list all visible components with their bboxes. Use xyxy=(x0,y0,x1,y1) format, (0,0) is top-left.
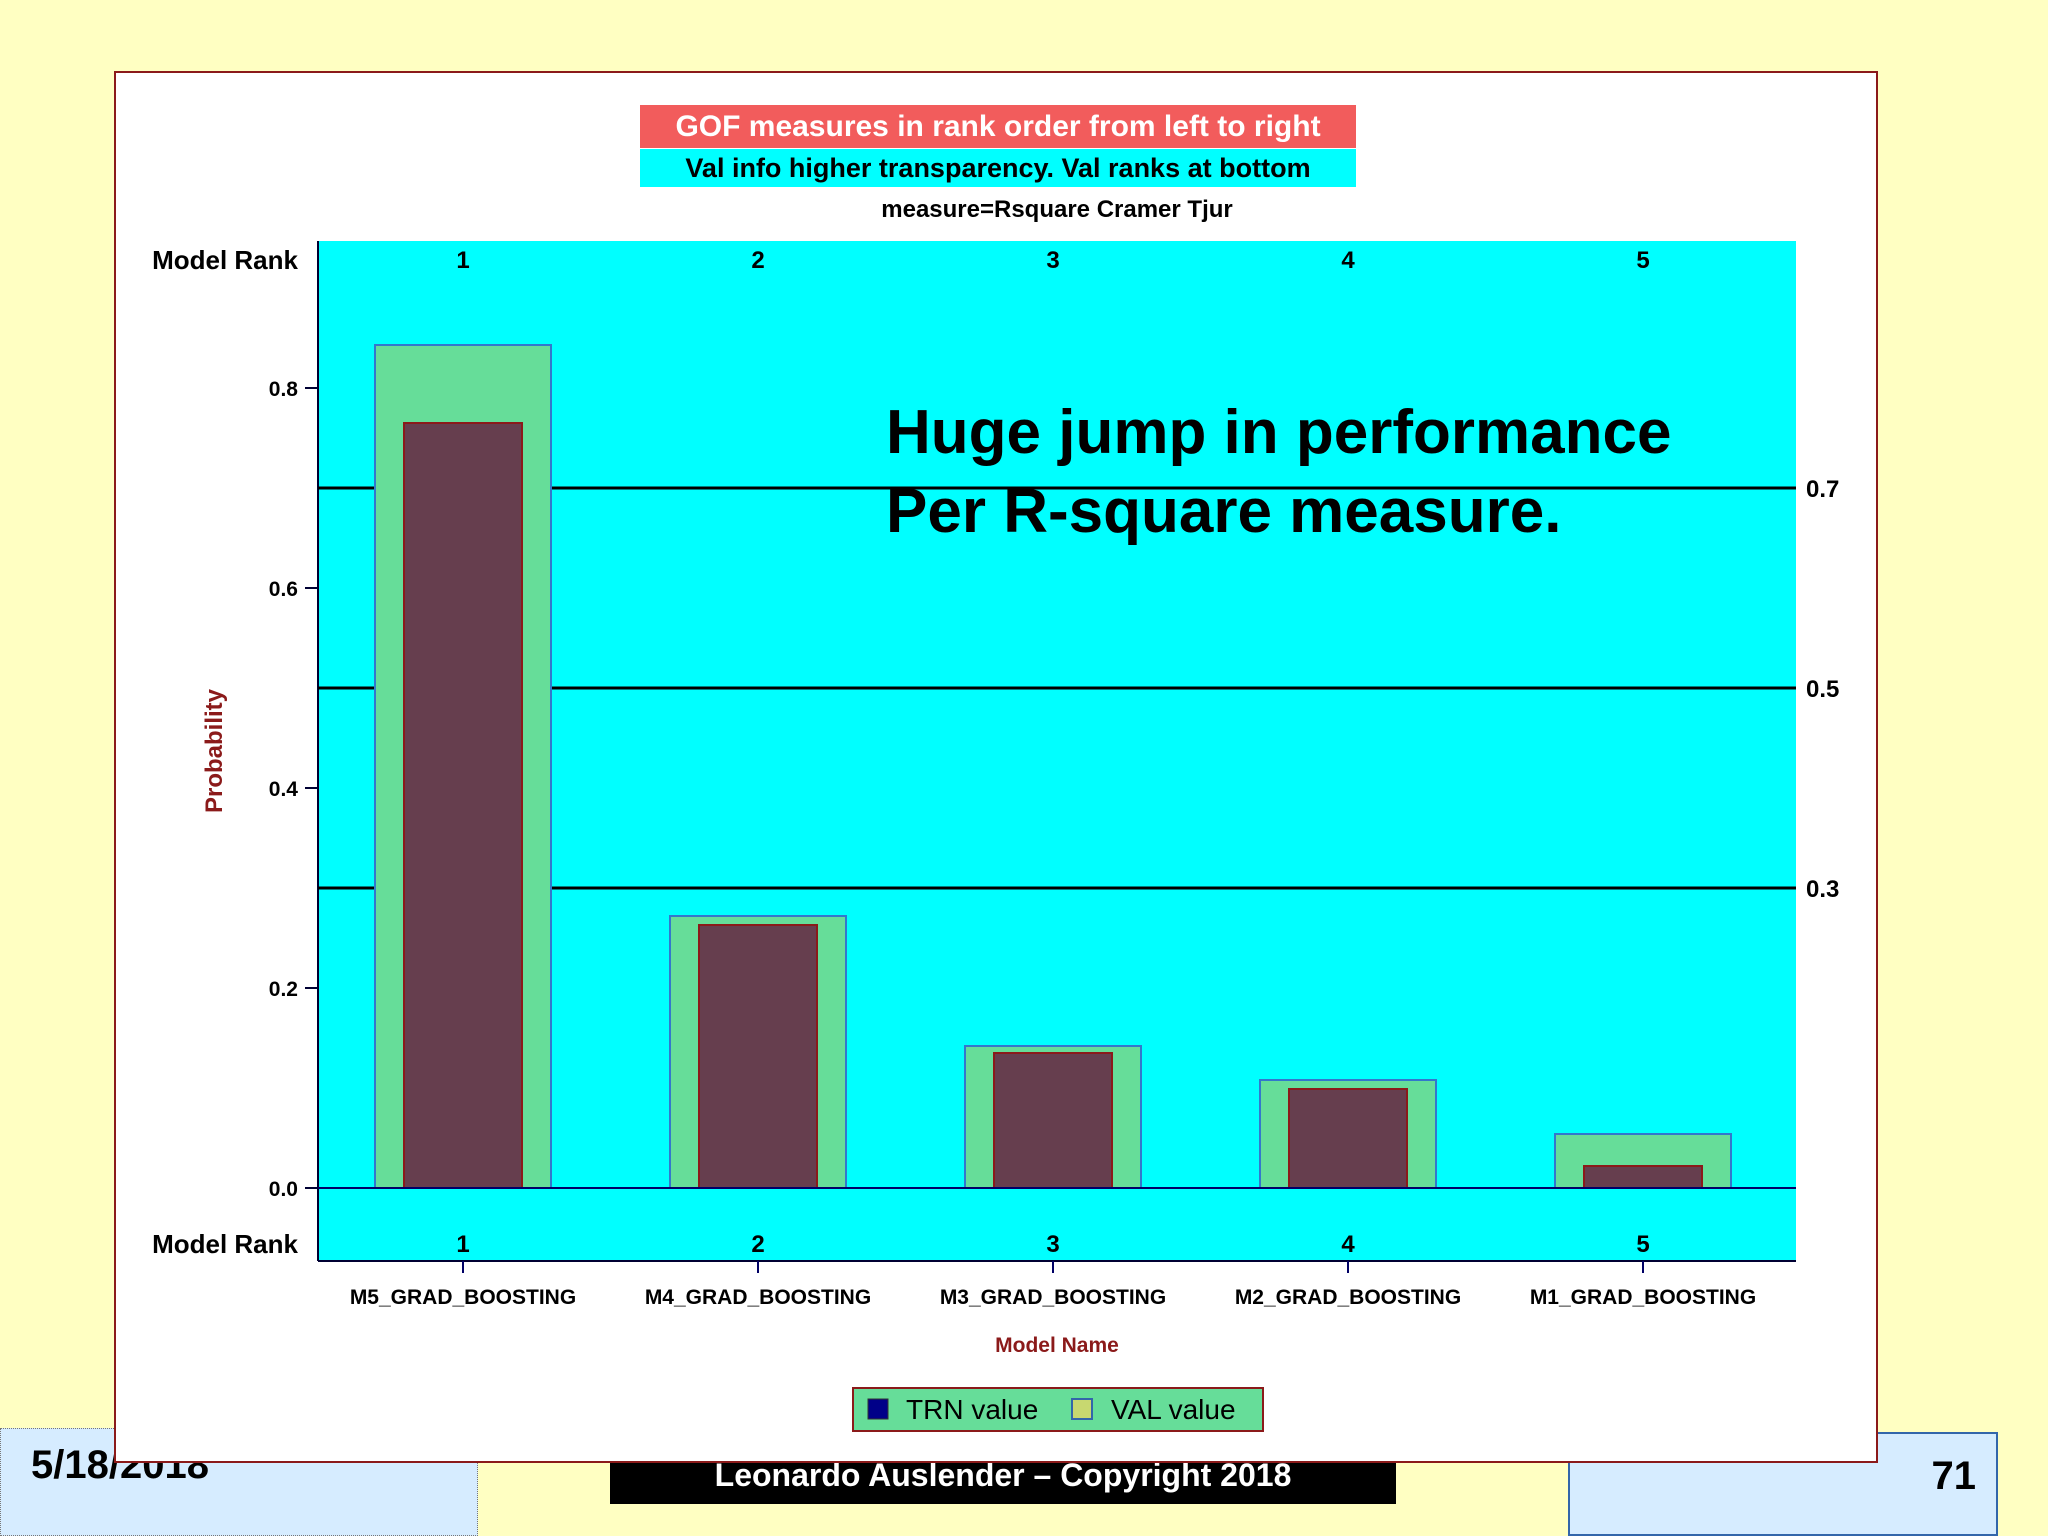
trn-bar-2 xyxy=(993,1052,1113,1189)
chart-titles: GOF measures in rank order from left to … xyxy=(640,105,1356,223)
trn-bar-3 xyxy=(1288,1088,1408,1189)
reference-line-label-2: 0.3 xyxy=(1806,876,1839,903)
top-rank-0: 1 xyxy=(456,247,469,274)
top-rank-1: 2 xyxy=(751,247,764,274)
annotation-line-2: Per R-square measure. xyxy=(886,477,1561,546)
title-background xyxy=(640,105,1356,148)
annotation: Huge jump in performance Per R-square me… xyxy=(886,398,1671,546)
top-rank-2: 3 xyxy=(1046,247,1059,274)
bottom-rank-2: 3 xyxy=(1046,1231,1059,1258)
trn-bar-4 xyxy=(1583,1165,1703,1189)
top-rank-4: 5 xyxy=(1636,247,1649,274)
top-rank-label: Model Rank xyxy=(152,245,298,275)
y-tick-label-2: 0.4 xyxy=(269,778,299,801)
y-axis-label: Probability xyxy=(201,688,228,813)
reference-line-label-1: 0.5 xyxy=(1806,676,1839,703)
legend-label-val: VAL value xyxy=(1111,1394,1236,1425)
legend-swatch-trn xyxy=(867,1398,889,1420)
bottom-rank-4: 5 xyxy=(1636,1231,1649,1258)
y-tick-label-1: 0.2 xyxy=(269,978,298,1001)
rank-labels: Model Rank Model Rank 1 2 3 4 5 1 2 3 4 5 xyxy=(152,245,1650,1259)
y-tick-label-4: 0.8 xyxy=(269,378,299,401)
subtitle-background xyxy=(640,149,1356,187)
bottom-rank-3: 4 xyxy=(1341,1231,1355,1258)
annotation-line-1: Huge jump in performance xyxy=(886,398,1671,467)
bottom-rank-label: Model Rank xyxy=(152,1229,298,1259)
chart-subtitle: Val info higher transparency. Val ranks … xyxy=(685,153,1310,183)
legend: TRN value VAL value xyxy=(852,1387,1264,1432)
trn-bar-0 xyxy=(403,422,523,1189)
top-rank-3: 4 xyxy=(1341,247,1355,274)
legend-box xyxy=(852,1387,1264,1432)
x-tick-label-3: M2_GRAD_BOOSTING xyxy=(1235,1286,1461,1309)
chart-title: GOF measures in rank order from left to … xyxy=(675,110,1320,143)
reference-lines: 0.7 0.5 0.3 xyxy=(318,476,1839,903)
reference-line-label-0: 0.7 xyxy=(1806,476,1839,503)
y-tick-label-0: 0.0 xyxy=(269,1178,298,1201)
chart-svg: GOF measures in rank order from left to … xyxy=(152,105,1839,1432)
y-tick-label-3: 0.6 xyxy=(269,578,298,601)
bottom-rank-1: 2 xyxy=(751,1231,764,1258)
x-tick-label-4: M1_GRAD_BOOSTING xyxy=(1530,1286,1756,1309)
chart-subtitle-measure: measure=Rsquare Cramer Tjur xyxy=(881,196,1233,223)
legend-swatch-val xyxy=(1071,1398,1093,1420)
x-axis-ticks: M5_GRAD_BOOSTING M4_GRAD_BOOSTING M3_GRAD_… xyxy=(350,1261,1756,1309)
x-axis-label: Model Name xyxy=(995,1334,1119,1357)
bottom-rank-0: 1 xyxy=(456,1231,469,1258)
x-tick-label-1: M4_GRAD_BOOSTING xyxy=(645,1286,871,1309)
x-tick-label-2: M3_GRAD_BOOSTING xyxy=(940,1286,1166,1309)
chart-frame: GOF measures in rank order from left to … xyxy=(114,71,1878,1463)
page-number: 71 xyxy=(1931,1454,1977,1498)
legend-label-trn: TRN value xyxy=(906,1394,1038,1425)
bars xyxy=(374,344,1732,1189)
x-tick-label-0: M5_GRAD_BOOSTING xyxy=(350,1286,576,1309)
trn-bar-1 xyxy=(698,924,818,1189)
y-axis-ticks: 0.0 0.2 0.4 0.6 0.8 xyxy=(269,378,318,1201)
